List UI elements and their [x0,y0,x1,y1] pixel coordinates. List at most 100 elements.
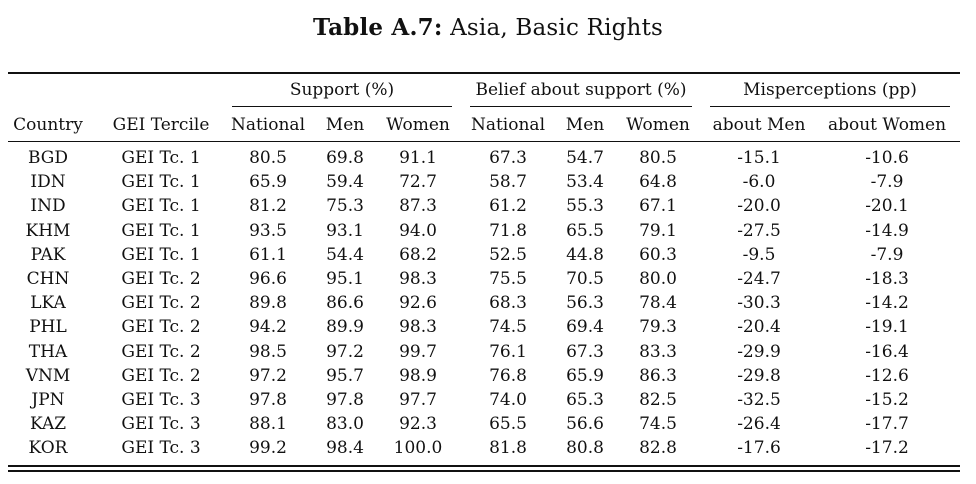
table-cell: 80.5 [249,148,287,168]
table-cell: GEI Tc. 1 [121,196,201,217]
table-cell: 89.9 [326,317,364,338]
table-cell: 99.2 [249,438,287,459]
table-cell: 98.5 [249,341,287,362]
table-cell: 56.3 [566,293,604,314]
table-cell: 59.4 [326,172,364,193]
column-header: Women [386,115,450,135]
table-cell: -17.6 [737,438,781,459]
table-cell: 91.1 [399,148,437,168]
table-cell: GEI Tc. 1 [121,244,201,265]
table-cell: 69.8 [326,148,364,168]
table-cell: 68.2 [399,244,437,265]
row-country: PHL [29,317,67,338]
table-cell: 56.6 [566,414,604,435]
table-cell: 89.8 [249,293,287,314]
table-cell: 44.8 [566,244,604,265]
table-cell: 61.1 [249,244,287,265]
table-cell: -6.0 [742,172,776,193]
table-cell: GEI Tc. 2 [121,317,201,338]
table-cell: -17.2 [865,438,909,459]
column-header: Men [565,115,605,135]
table-cell: 74.5 [489,317,527,338]
table-cell: 74.5 [639,414,677,435]
group-rule-misperceptions [710,106,950,107]
table-cell: 76.8 [489,365,527,386]
table-cell: -7.9 [870,244,904,265]
row-country: THA [28,341,68,362]
table-cell: -24.7 [737,269,781,289]
table-cell: -26.4 [737,414,781,435]
row-country: JPN [31,390,65,410]
table-cell: -19.1 [865,317,909,338]
table-cell: 52.5 [489,244,527,265]
caption-title: Asia, Basic Rights [450,15,664,41]
column-header: Men [325,115,365,135]
caption-label: Table A.7: [312,14,443,41]
table-cell: 65.3 [566,390,604,410]
table-cell: 86.6 [326,293,364,314]
column-header: about Men [712,115,806,135]
table-cell: -29.8 [737,365,781,386]
table-cell: 82.5 [639,390,677,410]
table-cell: GEI Tc. 2 [121,293,201,314]
table-cell: -14.2 [865,293,909,314]
table-cell: -20.1 [865,196,909,217]
table-cell: 67.1 [639,196,677,217]
table-cell: -29.9 [737,341,781,362]
table-cell: 61.2 [489,196,527,217]
table-cell: 78.4 [639,293,677,314]
table-cell: 54.4 [326,244,364,265]
table-cell: 97.2 [326,341,364,362]
table-cell: 98.4 [326,438,364,459]
table-cell: 88.1 [249,414,287,435]
bottom-rule-1 [8,465,960,467]
table-cell: -32.5 [737,390,781,410]
table-cell: 76.1 [489,341,527,362]
table-cell: 97.7 [399,390,437,410]
table-cell: 79.1 [639,220,677,241]
table-cell: GEI Tc. 2 [121,365,201,386]
row-country: KAZ [29,414,67,435]
table-cell: GEI Tc. 3 [121,414,201,435]
table-cell: 71.8 [489,220,527,241]
table-cell: 80.0 [639,269,677,289]
table-cell: 55.3 [566,196,604,217]
table-cell: 95.7 [326,365,364,386]
table-cell: GEI Tc. 2 [121,341,201,362]
table-cell: 97.8 [249,390,287,410]
table-cell: 68.3 [489,293,527,314]
table-cell: -16.4 [865,341,909,362]
table-cell: -9.5 [742,244,776,265]
table-cell: 94.2 [249,317,287,338]
group-header: Misperceptions (pp) [743,80,917,100]
table-cell: 64.8 [639,172,677,193]
row-country: KOR [28,438,68,459]
table-cell: -18.3 [865,269,909,289]
row-country: LKA [30,293,66,314]
table-cell: 86.3 [639,365,677,386]
top-rule [8,72,960,74]
table-cell: 74.0 [489,390,527,410]
table-cell: 99.7 [399,341,437,362]
column-header: Women [626,115,690,135]
row-country: VNM [25,365,71,386]
table-cell: -17.7 [865,414,909,435]
table-cell: -12.6 [865,365,909,386]
table-cell: 80.8 [566,438,604,459]
table-cell: 60.3 [639,244,677,265]
table-cell: 80.5 [639,148,677,168]
group-header: Belief about support (%) [475,80,687,100]
table-cell: -27.5 [737,220,781,241]
table-cell: GEI Tc. 3 [121,390,201,410]
table-cell: 65.5 [489,414,527,435]
row-country: IDN [30,172,66,193]
table-cell: 72.7 [399,172,437,193]
column-header: Country [13,115,83,135]
row-country: IND [30,196,66,217]
table-cell: 65.9 [566,365,604,386]
table-cell: 82.8 [639,438,677,459]
column-header: about Women [827,115,947,135]
table-cell: 94.0 [399,220,437,241]
column-header: National [470,115,546,135]
table-cell: 92.3 [399,414,437,435]
